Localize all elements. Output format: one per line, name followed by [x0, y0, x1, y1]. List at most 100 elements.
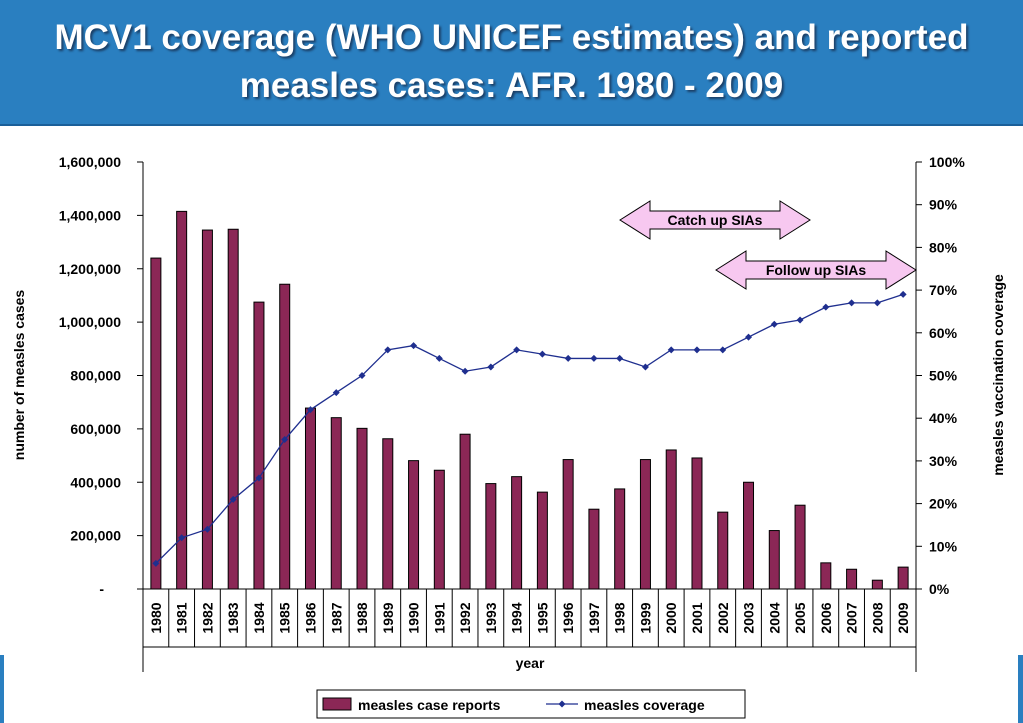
y-tick-label: 1,600,000 — [59, 154, 121, 170]
bar-1995 — [536, 491, 548, 590]
y2-tick-label: 100% — [929, 154, 965, 170]
y2-tick-label: 60% — [929, 325, 958, 341]
y-tick-label: 400,000 — [70, 474, 121, 490]
bar-2004 — [768, 530, 780, 590]
x-tick-label: 1981 — [174, 602, 190, 633]
y-tick-label: - — [99, 581, 104, 597]
coverage-point-1985 — [281, 436, 289, 444]
y2-tick-label: 40% — [929, 410, 958, 426]
y2-tick-label: 30% — [929, 453, 958, 469]
title-line-1: MCV1 coverage (WHO UNICEF estimates) and… — [54, 18, 969, 57]
bar-1980 — [150, 257, 162, 590]
x-tick-label: 1988 — [354, 602, 370, 633]
catch-up-sias-arrow — [619, 200, 811, 240]
x-tick-label: 1985 — [277, 602, 293, 633]
coverage-point-1989 — [384, 346, 392, 354]
coverage-point-2004 — [770, 320, 778, 328]
coverage-point-2007 — [848, 299, 856, 307]
coverage-point-1991 — [435, 354, 443, 362]
bar-1981 — [176, 210, 188, 590]
x-tick-label: 1991 — [431, 602, 447, 633]
annotations-group: Catch up SIAs Follow up SIAs — [619, 200, 917, 290]
coverage-point-1986 — [306, 406, 314, 414]
slide-title: MCV1 coverage (WHO UNICEF estimates) and… — [0, 14, 1023, 110]
coverage-point-2009 — [899, 290, 907, 298]
x-tick-label: 1986 — [302, 602, 318, 633]
coverage-point-1993 — [487, 363, 495, 371]
coverage-point-1980 — [152, 559, 160, 567]
x-tick-label: 2002 — [715, 602, 731, 633]
coverage-point-1997 — [590, 354, 598, 362]
coverage-point-2005 — [796, 316, 804, 324]
y2-tick-label: 0% — [929, 581, 950, 597]
bars-group — [150, 210, 909, 590]
y-tick-label: 1,200,000 — [59, 261, 121, 277]
coverage-line-group — [152, 290, 907, 567]
y-tick-label: 600,000 — [70, 421, 121, 437]
coverage-point-1990 — [410, 342, 418, 350]
bar-1998 — [614, 488, 626, 590]
coverage-point-1982 — [203, 525, 211, 533]
legend-line-label: measles coverage — [584, 697, 705, 713]
x-tick-label: 1987 — [328, 602, 344, 633]
x-axis-title: year — [516, 655, 545, 671]
x-tick-label: 1998 — [612, 602, 628, 633]
bar-1997 — [588, 508, 600, 590]
y2-axis-title: measles vaccination coverage — [990, 274, 1006, 476]
bar-1982 — [201, 229, 213, 590]
bar-1984 — [253, 301, 265, 590]
bar-2001 — [691, 457, 703, 590]
coverage-point-2006 — [822, 303, 830, 311]
bar-2003 — [743, 481, 755, 590]
x-tick-label: 2004 — [766, 602, 782, 633]
annotation-label: Follow up SIAs — [766, 262, 867, 278]
bar-1988 — [356, 427, 368, 590]
coverage-point-2002 — [719, 346, 727, 354]
x-tick-label: 1996 — [560, 602, 576, 633]
coverage-point-2008 — [873, 299, 881, 307]
coverage-point-1999 — [641, 363, 649, 371]
legend-bar-label: measles case reports — [358, 697, 501, 713]
coverage-point-2000 — [667, 346, 675, 354]
x-tick-label: 1982 — [199, 602, 215, 633]
y2-tick-label: 80% — [929, 239, 958, 255]
bar-2002 — [717, 511, 729, 590]
coverage-line — [155, 293, 904, 564]
x-tick-label: 2001 — [689, 602, 705, 633]
coverage-point-1981 — [178, 534, 186, 542]
x-tick-label: 2009 — [895, 602, 911, 633]
y-tick-label: 200,000 — [70, 528, 121, 544]
x-tick-label: 1990 — [406, 602, 422, 633]
left-edge-accent — [0, 655, 4, 723]
coverage-point-1994 — [513, 346, 521, 354]
bar-2005 — [794, 504, 806, 590]
y2-tick-label: 20% — [929, 496, 958, 512]
bar-1986 — [304, 407, 316, 590]
legend-box — [316, 689, 746, 719]
bar-1994 — [511, 476, 523, 590]
x-tick-label: 2007 — [844, 602, 860, 633]
x-tick-label: 1994 — [509, 602, 525, 633]
bar-2009 — [897, 566, 909, 590]
x-tick-label: 2005 — [792, 602, 808, 633]
coverage-point-1984 — [255, 474, 263, 482]
bar-2008 — [871, 579, 883, 590]
bar-2006 — [820, 562, 832, 590]
x-tick-label: 1999 — [637, 602, 653, 633]
y-axis-title: number of measles cases — [11, 290, 27, 461]
coverage-point-2001 — [693, 346, 701, 354]
coverage-point-1995 — [538, 350, 546, 358]
bar-1993 — [485, 483, 497, 590]
annotation-label: Catch up SIAs — [668, 212, 763, 228]
y2-tick-label: 70% — [929, 282, 958, 298]
y2-tick-label: 10% — [929, 538, 958, 554]
title-bar — [0, 0, 1023, 126]
x-tick-label: 1984 — [251, 602, 267, 633]
bar-2007 — [846, 568, 858, 590]
y2-tick-label: 50% — [929, 368, 958, 384]
x-tick-label: 2000 — [663, 602, 679, 633]
coverage-point-1987 — [332, 389, 340, 397]
coverage-point-2003 — [745, 333, 753, 341]
legend-line-marker — [558, 700, 566, 708]
